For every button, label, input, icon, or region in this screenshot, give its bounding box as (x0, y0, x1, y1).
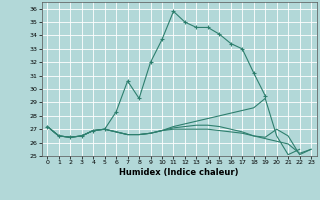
X-axis label: Humidex (Indice chaleur): Humidex (Indice chaleur) (119, 168, 239, 177)
